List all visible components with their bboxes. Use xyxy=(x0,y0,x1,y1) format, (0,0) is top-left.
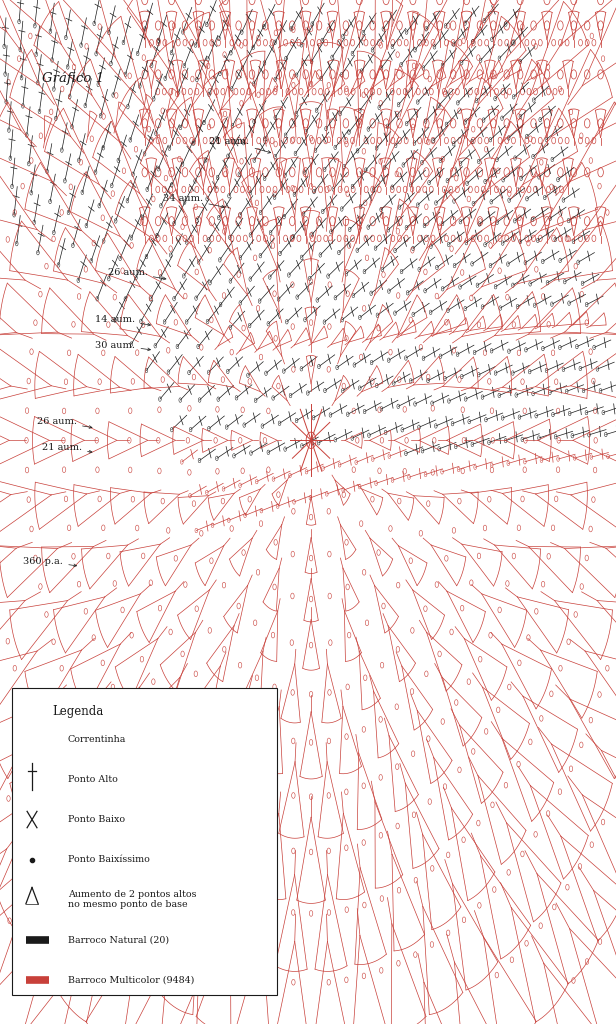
Text: Barroco Natural (20): Barroco Natural (20) xyxy=(68,935,169,944)
Text: Barroco Multicolor (9484): Barroco Multicolor (9484) xyxy=(68,976,194,984)
Text: 26 aum.: 26 aum. xyxy=(37,418,92,428)
Text: Ponto Baixíssimo: Ponto Baixíssimo xyxy=(68,855,150,864)
Text: 26 aum.: 26 aum. xyxy=(108,268,166,280)
Text: 34 aum.: 34 aum. xyxy=(163,195,224,208)
Text: Legenda: Legenda xyxy=(52,705,103,718)
Text: 21 aum.: 21 aum. xyxy=(42,443,92,453)
Text: Aumento de 2 pontos altos
no mesmo ponto de base: Aumento de 2 pontos altos no mesmo ponto… xyxy=(68,890,197,909)
Text: Gráfico 1: Gráfico 1 xyxy=(42,71,104,85)
Text: 30 aum.: 30 aum. xyxy=(95,341,150,351)
Text: Ponto Alto: Ponto Alto xyxy=(68,775,118,784)
FancyBboxPatch shape xyxy=(12,688,277,995)
Text: Correntinha: Correntinha xyxy=(68,735,126,743)
Text: 360 p.a.: 360 p.a. xyxy=(23,557,76,566)
Text: 14 aum.: 14 aum. xyxy=(95,315,150,326)
Text: 21 aum.: 21 aum. xyxy=(209,137,270,154)
Text: Ponto Baixo: Ponto Baixo xyxy=(68,815,125,824)
